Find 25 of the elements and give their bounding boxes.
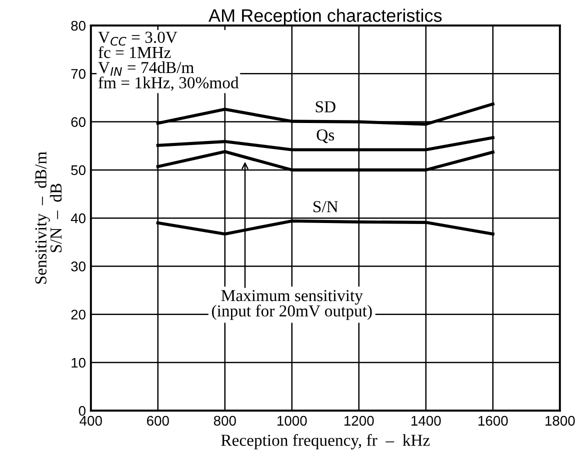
y-tick-label: 20: [71, 310, 86, 320]
annotation: V$_{CC}$ = 3.0V fc = 1MHz V$_{IN}$ = 74dB/m fm = 1kHz, 30%mod: [98, 32, 239, 91]
x-tick-label: 1800: [546, 416, 575, 426]
series-label: S/N: [314, 201, 338, 212]
y-tick-label: 40: [70, 213, 86, 224]
x-tick-label: 800: [214, 416, 236, 426]
x-tick-label: 1400: [412, 416, 441, 426]
y-tick-label: 60: [71, 117, 86, 127]
annotation: Maximum sensitivity (input for 20mV output): [212, 290, 372, 320]
chart-title: AM Reception characteristics: [208, 8, 442, 26]
y-tick-label: 70: [71, 68, 86, 79]
y-tick-label: 80: [71, 20, 86, 31]
y-tick-label: 0: [78, 406, 86, 416]
x-tick-label: 400: [80, 416, 102, 426]
y-tick-label: 10: [72, 358, 86, 368]
y-axis-title: Sensitivity – dB/m S/N – dB: [34, 152, 62, 284]
y-tick-label: 30: [71, 262, 86, 272]
series-label: Qs: [316, 129, 334, 144]
x-tick-label: 600: [147, 416, 169, 426]
series-label: SD: [316, 101, 336, 112]
x-axis-title: Reception frequency, fr – kHz: [221, 434, 430, 450]
x-tick-label: 1600: [478, 416, 508, 426]
x-tick-label: 1200: [344, 416, 374, 426]
x-tick-label: 1000: [278, 416, 307, 426]
y-tick-label: 50: [71, 165, 86, 176]
